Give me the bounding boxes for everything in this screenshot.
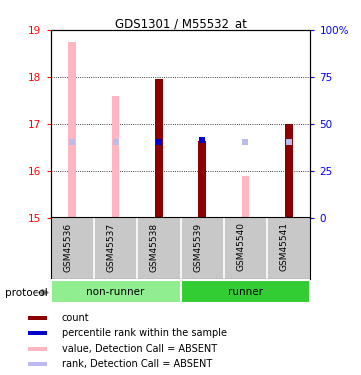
Point: [286, 139, 292, 145]
Text: value, Detection Call = ABSENT: value, Detection Call = ABSENT: [62, 344, 217, 354]
Point: [199, 137, 205, 143]
FancyBboxPatch shape: [180, 280, 310, 303]
Text: non-runner: non-runner: [86, 286, 145, 297]
Point: [243, 139, 248, 145]
Bar: [112, 96, 119, 218]
Bar: [285, 124, 293, 218]
Bar: [68, 42, 76, 218]
FancyBboxPatch shape: [28, 362, 47, 366]
Point: [156, 139, 162, 145]
Text: GDS1301 / M55532_at: GDS1301 / M55532_at: [114, 17, 247, 30]
Bar: [155, 79, 163, 218]
FancyBboxPatch shape: [28, 347, 47, 351]
Text: GSM45539: GSM45539: [193, 222, 202, 272]
Text: GSM45541: GSM45541: [280, 222, 289, 272]
Bar: [198, 141, 206, 218]
Text: runner: runner: [228, 286, 263, 297]
FancyBboxPatch shape: [28, 316, 47, 320]
Text: GSM45540: GSM45540: [236, 222, 245, 272]
Text: GSM45538: GSM45538: [150, 222, 159, 272]
Bar: [242, 176, 249, 218]
Point: [113, 139, 118, 145]
Text: percentile rank within the sample: percentile rank within the sample: [62, 328, 227, 338]
Text: rank, Detection Call = ABSENT: rank, Detection Call = ABSENT: [62, 359, 212, 369]
FancyBboxPatch shape: [28, 332, 47, 335]
Point: [69, 139, 75, 145]
FancyBboxPatch shape: [51, 280, 180, 303]
Text: protocol: protocol: [5, 288, 48, 298]
Text: count: count: [62, 313, 90, 323]
Text: GSM45537: GSM45537: [106, 222, 116, 272]
Text: GSM45536: GSM45536: [63, 222, 72, 272]
